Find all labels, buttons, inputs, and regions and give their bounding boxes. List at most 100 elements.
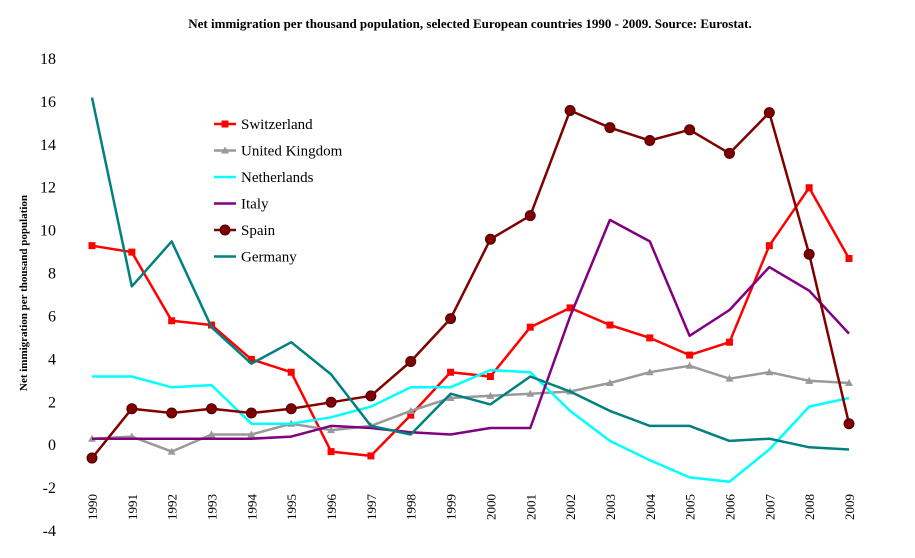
data-point-switzerland	[486, 373, 494, 381]
series-line-spain	[91, 109, 851, 459]
x-tick-label: 2009	[842, 494, 857, 520]
data-point-spain	[206, 403, 218, 415]
data-point-spain	[126, 403, 138, 415]
series-line-italy	[92, 218, 850, 440]
data-point-switzerland	[606, 321, 614, 329]
series-united-kingdom	[88, 361, 853, 455]
y-tick-label: 4	[48, 351, 56, 368]
y-tick-labels: 18 16 14 12 10 8 6 4 2 0 -2 -4	[40, 51, 56, 540]
x-tick-label: 1999	[444, 494, 459, 520]
legend-item-italy: Italy	[214, 197, 269, 213]
data-point-switzerland	[88, 242, 96, 250]
data-point-spain	[843, 418, 855, 430]
legend-item-germany: Germany	[214, 250, 297, 266]
data-point-united-kingdom	[406, 406, 415, 414]
data-point-spain	[484, 233, 496, 245]
data-point-spain	[644, 135, 656, 147]
data-point-united-kingdom	[645, 368, 654, 376]
data-point-switzerland	[566, 304, 574, 312]
x-tick-label: 1993	[205, 494, 220, 520]
series-line-netherlands	[92, 368, 850, 483]
data-point-spain	[524, 210, 536, 222]
x-tick-label: 2002	[563, 494, 578, 520]
x-tick-label: 2005	[683, 494, 698, 520]
legend-label: Germany	[241, 250, 297, 266]
legend-label: Switzerland	[241, 117, 313, 133]
data-point-united-kingdom	[526, 389, 535, 397]
legend-label: United Kingdom	[241, 144, 343, 160]
x-tick-label: 1997	[364, 494, 379, 521]
data-point-switzerland	[128, 248, 136, 256]
y-axis-label: Net immigration per thousand population	[18, 195, 30, 391]
data-point-switzerland	[447, 368, 455, 376]
series-line-united-kingdom	[91, 364, 850, 453]
series-italy	[92, 218, 850, 440]
y-tick-label: 16	[40, 94, 56, 111]
x-tick-label: 2007	[762, 494, 777, 521]
data-point-switzerland	[646, 334, 654, 342]
series-germany	[90, 97, 850, 451]
x-tick-label: 2004	[643, 494, 658, 521]
legend: Switzerland United Kingdom Netherlands Ital…	[214, 117, 343, 266]
data-point-switzerland	[686, 351, 694, 359]
data-point-switzerland	[287, 368, 295, 376]
y-tick-label: 6	[48, 308, 56, 325]
legend-label: Netherlands	[241, 170, 314, 186]
legend-marker	[221, 146, 229, 154]
data-point-switzerland	[725, 338, 733, 346]
data-point-spain	[723, 147, 735, 159]
data-point-spain	[604, 122, 616, 134]
series-lines	[86, 97, 855, 483]
series-line-switzerland	[91, 186, 851, 458]
data-point-switzerland	[407, 411, 415, 419]
legend-label: Italy	[241, 197, 269, 213]
data-point-switzerland	[168, 317, 176, 325]
x-tick-label: 2003	[603, 494, 618, 520]
data-point-united-kingdom	[247, 430, 256, 438]
legend-marker	[221, 120, 229, 128]
x-tick-label: 1998	[404, 494, 419, 520]
data-point-switzerland	[765, 242, 773, 250]
data-point-switzerland	[247, 355, 255, 363]
x-tick-label: 1991	[125, 494, 140, 520]
x-tick-label: 1995	[284, 494, 299, 520]
series-netherlands	[92, 368, 850, 483]
x-tick-label: 2000	[483, 494, 498, 520]
y-tick-label: 2	[48, 394, 56, 411]
y-tick-label: 14	[40, 137, 56, 154]
x-tick-labels: 1990 1991 1992 1993 1994 1995 1996 1997 1998 1999…	[85, 494, 857, 521]
data-point-spain	[803, 248, 815, 260]
data-point-united-kingdom	[605, 378, 614, 386]
y-tick-label: -2	[43, 480, 56, 497]
data-point-united-kingdom	[327, 426, 336, 434]
data-point-united-kingdom	[685, 361, 694, 369]
x-tick-label: 1990	[85, 494, 100, 520]
data-point-spain	[285, 403, 297, 415]
data-point-spain	[445, 313, 457, 325]
data-point-spain	[86, 452, 98, 464]
legend-marker	[219, 224, 231, 236]
data-point-spain	[365, 390, 377, 402]
x-tick-label: 2001	[523, 494, 538, 520]
x-tick-label: 1994	[244, 494, 259, 521]
x-tick-label: 2008	[802, 494, 817, 520]
data-point-spain	[684, 124, 696, 136]
data-point-spain	[166, 407, 178, 419]
x-tick-label: 1996	[324, 494, 339, 521]
data-point-united-kingdom	[725, 374, 734, 382]
legend-item-switzerland: Switzerland	[214, 117, 313, 133]
series-line-germany	[90, 97, 850, 451]
x-tick-label: 1992	[165, 494, 180, 520]
data-point-spain	[763, 107, 775, 119]
data-point-spain	[564, 104, 576, 116]
data-point-united-kingdom	[486, 391, 495, 399]
y-tick-label: -4	[43, 523, 56, 540]
x-tick-label: 2006	[722, 494, 737, 521]
legend-item-netherlands: Netherlands	[214, 170, 314, 186]
y-tick-label: 0	[48, 437, 56, 454]
y-tick-label: 10	[40, 223, 56, 240]
y-tick-label: 18	[40, 51, 56, 68]
data-point-switzerland	[805, 184, 813, 192]
data-point-united-kingdom	[765, 368, 774, 376]
